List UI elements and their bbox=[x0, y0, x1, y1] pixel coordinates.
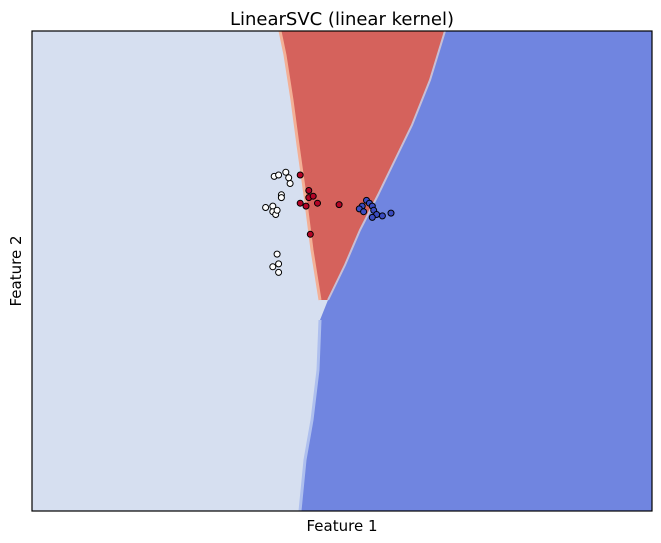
region-class-2 bbox=[300, 31, 652, 511]
point-class-0-14 bbox=[269, 263, 277, 271]
point-class-1-0 bbox=[296, 171, 304, 179]
point-class-0-15 bbox=[275, 268, 283, 276]
point-class-1-8 bbox=[306, 230, 314, 238]
point-class-2-6 bbox=[360, 208, 368, 216]
point-class-0-1 bbox=[275, 171, 283, 179]
point-class-0-6 bbox=[277, 194, 285, 202]
point-class-0-4 bbox=[285, 174, 293, 182]
boundary-class-0-2 bbox=[298, 319, 322, 511]
point-class-0-10 bbox=[273, 206, 281, 214]
chart-title: LinearSVC (linear kernel) bbox=[230, 9, 454, 30]
boundary-class-1-2 bbox=[327, 31, 446, 301]
point-class-0-12 bbox=[273, 250, 281, 258]
point-class-1-3 bbox=[309, 192, 317, 200]
boundary-class-0-1 bbox=[278, 31, 322, 301]
data-points bbox=[262, 168, 395, 276]
point-class-2-9 bbox=[387, 209, 395, 217]
point-class-2-8 bbox=[378, 212, 386, 220]
point-class-1-4 bbox=[314, 199, 321, 207]
point-class-1-5 bbox=[296, 199, 304, 207]
point-class-1-1 bbox=[305, 187, 313, 194]
point-class-0-3 bbox=[286, 180, 294, 187]
point-class-0-2 bbox=[282, 168, 290, 176]
point-class-0-11 bbox=[262, 204, 270, 211]
plot-frame bbox=[31, 30, 653, 512]
point-class-1-7 bbox=[335, 201, 343, 209]
point-class-1-6 bbox=[302, 202, 310, 210]
region-class-1 bbox=[280, 31, 445, 300]
x-axis-label: Feature 1 bbox=[307, 517, 378, 535]
point-class-2-10 bbox=[368, 213, 376, 221]
point-class-0-13 bbox=[275, 260, 283, 268]
y-axis-label: Feature 2 bbox=[7, 236, 25, 307]
